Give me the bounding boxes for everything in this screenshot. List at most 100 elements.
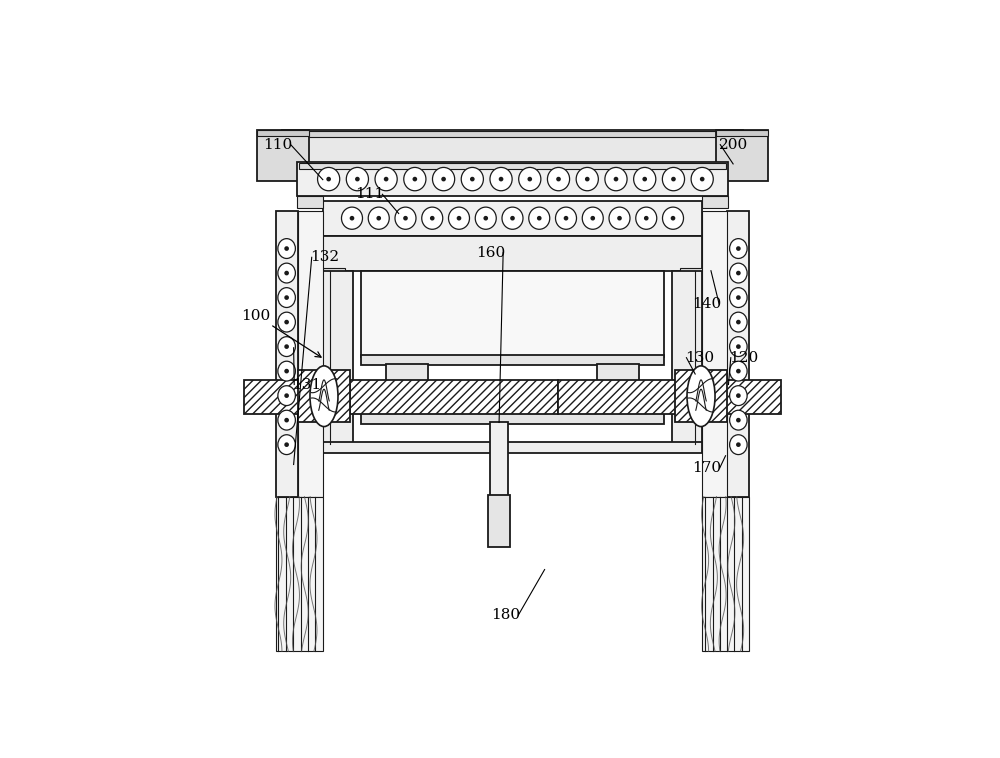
Circle shape: [441, 177, 446, 181]
Ellipse shape: [609, 207, 630, 229]
Bar: [361, 355, 664, 365]
Ellipse shape: [730, 312, 747, 332]
Ellipse shape: [662, 168, 685, 191]
Ellipse shape: [730, 362, 747, 381]
Ellipse shape: [730, 239, 747, 258]
Bar: [298, 370, 350, 422]
Bar: [276, 211, 298, 496]
Bar: [361, 413, 664, 424]
Circle shape: [284, 246, 289, 251]
Circle shape: [350, 216, 354, 221]
Bar: [323, 268, 345, 274]
Ellipse shape: [278, 312, 295, 332]
Ellipse shape: [691, 168, 713, 191]
Text: 170: 170: [692, 461, 721, 475]
Circle shape: [537, 216, 542, 221]
Circle shape: [457, 216, 461, 221]
Circle shape: [284, 393, 289, 398]
Bar: [350, 380, 558, 414]
Bar: [488, 495, 510, 547]
Circle shape: [403, 216, 408, 221]
Circle shape: [284, 271, 289, 275]
Ellipse shape: [395, 207, 416, 229]
Text: 130: 130: [685, 351, 714, 365]
Ellipse shape: [730, 410, 747, 430]
Ellipse shape: [432, 168, 455, 191]
Circle shape: [671, 177, 676, 181]
Circle shape: [355, 177, 360, 181]
Ellipse shape: [310, 366, 338, 427]
Ellipse shape: [576, 168, 598, 191]
Bar: [323, 443, 702, 453]
Text: 132: 132: [310, 250, 339, 265]
Circle shape: [510, 216, 515, 221]
Ellipse shape: [663, 207, 684, 229]
Circle shape: [483, 216, 488, 221]
Bar: [297, 162, 728, 196]
Text: 110: 110: [263, 138, 292, 152]
Bar: [323, 271, 353, 444]
Bar: [716, 130, 768, 136]
Bar: [680, 268, 702, 274]
Bar: [675, 370, 727, 422]
Bar: [257, 130, 309, 136]
Circle shape: [736, 418, 741, 422]
Text: 200: 200: [718, 138, 748, 152]
Ellipse shape: [687, 366, 715, 427]
Text: 100: 100: [241, 309, 270, 323]
Bar: [702, 196, 728, 208]
Circle shape: [736, 271, 741, 275]
Ellipse shape: [278, 386, 295, 406]
Ellipse shape: [519, 168, 541, 191]
Ellipse shape: [448, 207, 470, 229]
Circle shape: [284, 369, 289, 374]
Bar: [490, 422, 508, 496]
Bar: [716, 130, 768, 181]
Text: 180: 180: [491, 608, 520, 622]
Ellipse shape: [278, 287, 295, 308]
Circle shape: [376, 216, 381, 221]
Ellipse shape: [346, 168, 368, 191]
Ellipse shape: [375, 168, 397, 191]
Circle shape: [326, 177, 331, 181]
Circle shape: [284, 320, 289, 324]
Bar: [558, 380, 781, 414]
Circle shape: [384, 177, 388, 181]
Circle shape: [430, 216, 435, 221]
Circle shape: [736, 369, 741, 374]
Ellipse shape: [278, 410, 295, 430]
Circle shape: [590, 216, 595, 221]
Circle shape: [700, 177, 705, 181]
Circle shape: [564, 216, 568, 221]
Ellipse shape: [278, 263, 295, 283]
Ellipse shape: [502, 207, 523, 229]
Bar: [257, 130, 309, 181]
Ellipse shape: [555, 207, 577, 229]
Circle shape: [736, 296, 741, 300]
Bar: [702, 496, 749, 651]
Ellipse shape: [318, 168, 340, 191]
Circle shape: [284, 344, 289, 349]
Ellipse shape: [475, 207, 496, 229]
Ellipse shape: [730, 287, 747, 308]
Ellipse shape: [730, 435, 747, 455]
Circle shape: [556, 177, 561, 181]
Text: 131: 131: [292, 377, 322, 392]
Circle shape: [284, 443, 289, 447]
Ellipse shape: [730, 386, 747, 406]
Ellipse shape: [547, 168, 570, 191]
Bar: [244, 380, 350, 414]
Ellipse shape: [730, 337, 747, 356]
Circle shape: [284, 418, 289, 422]
Circle shape: [617, 216, 622, 221]
Ellipse shape: [634, 168, 656, 191]
Ellipse shape: [368, 207, 389, 229]
Ellipse shape: [278, 239, 295, 258]
Bar: [323, 236, 702, 271]
Ellipse shape: [278, 337, 295, 356]
Text: 120: 120: [729, 351, 758, 365]
Bar: [361, 271, 664, 356]
Bar: [285, 131, 740, 137]
Circle shape: [499, 177, 503, 181]
Ellipse shape: [278, 435, 295, 455]
